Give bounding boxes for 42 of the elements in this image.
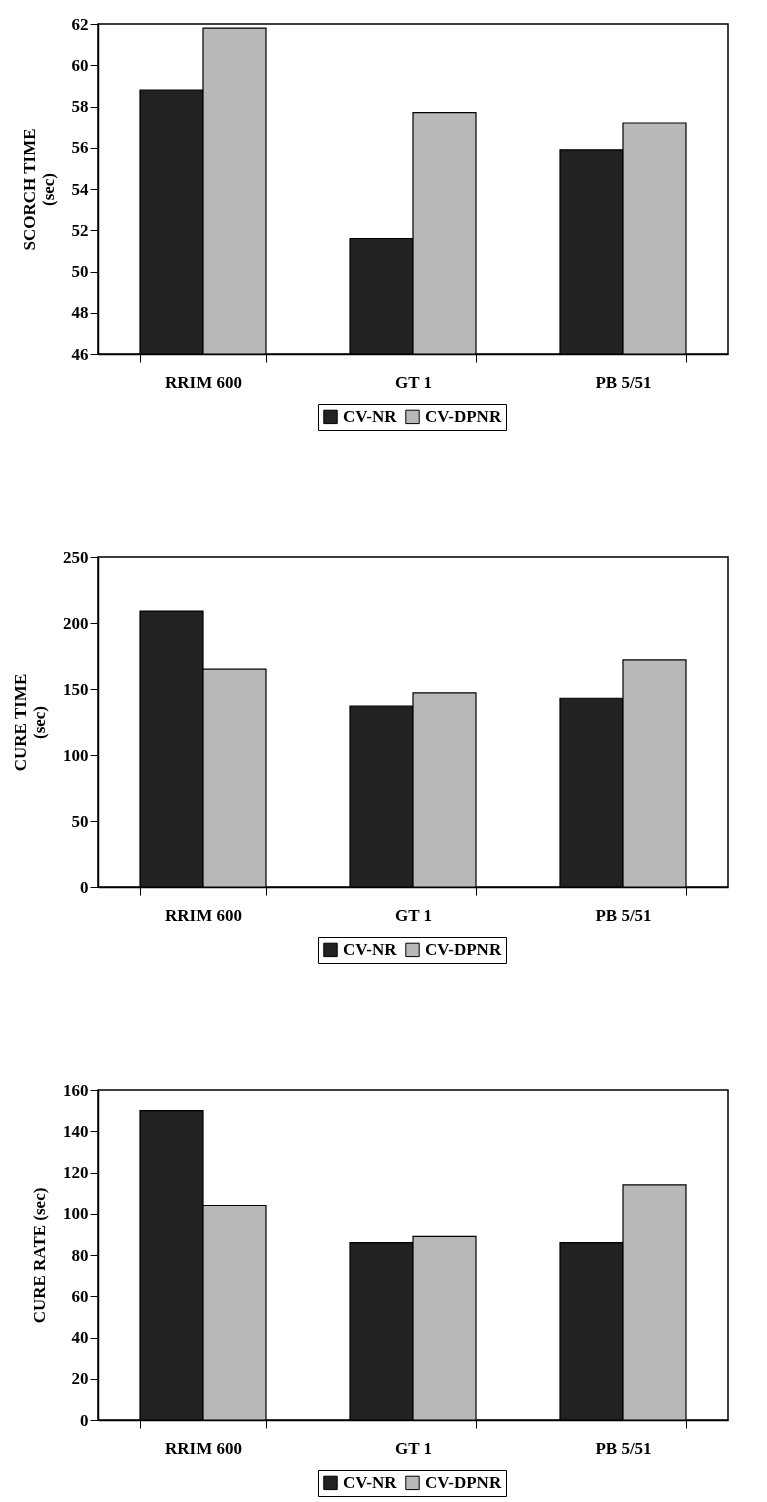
y-tick-label: 40 [71,1328,89,1347]
x-tick-label: RRIM 600 [165,905,242,925]
legend-label: CV-DPNR [425,406,502,426]
x-tick-label: PB 5/51 [595,1438,652,1458]
y-axis-title: SCORCH TIME (sec) [19,128,58,251]
y-tick-label: 60 [71,55,89,75]
x-tick-label: RRIM 600 [165,372,242,392]
y-tick-label: 60 [71,1286,89,1306]
y-tick-label: 0 [80,1410,89,1430]
y-tick-label: 100 [63,745,89,765]
y-tick-label: 200 [63,613,89,633]
y-tick-label: 50 [71,811,89,831]
y-tick-label: 160 [63,1080,89,1100]
y-tick-label: 54 [71,179,89,199]
y-tick-label: 46 [71,344,89,364]
x-tick-label: PB 5/51 [595,905,652,925]
x-tick-label: PB 5/51 [595,372,652,392]
y-tick-label: 48 [71,303,89,323]
y-tick-label: 80 [71,1245,89,1265]
y-tick-label: 52 [71,220,89,240]
x-tick-label: GT 1 [394,905,433,925]
legend-label: CV-NR [343,939,398,959]
y-tick-label: 56 [71,138,89,158]
y-tick-label: 100 [63,1204,89,1224]
y-axis-title: CURE RATE (sec) [30,1187,49,1324]
y-tick-label: 140 [63,1121,89,1141]
y-tick-label: 20 [71,1369,89,1389]
y-tick-label: 150 [63,679,89,699]
x-tick-label: GT 1 [394,372,433,392]
y-tick-label: 250 [63,547,89,567]
legend-label: CV-DPNR [425,939,502,959]
legend-label: CV-DPNR [425,1472,502,1492]
legend-label: CV-NR [343,406,398,426]
y-tick-label: 62 [71,14,89,34]
y-tick-label: 58 [71,97,89,116]
y-tick-label: 120 [63,1163,89,1182]
legend-label: CV-NR [343,1472,398,1492]
y-axis-title: CURE TIME (sec) [11,673,49,772]
y-tick-label: 50 [71,262,89,281]
y-tick-label: 0 [80,877,89,897]
x-tick-label: RRIM 600 [165,1438,242,1458]
x-tick-label: GT 1 [394,1438,433,1458]
